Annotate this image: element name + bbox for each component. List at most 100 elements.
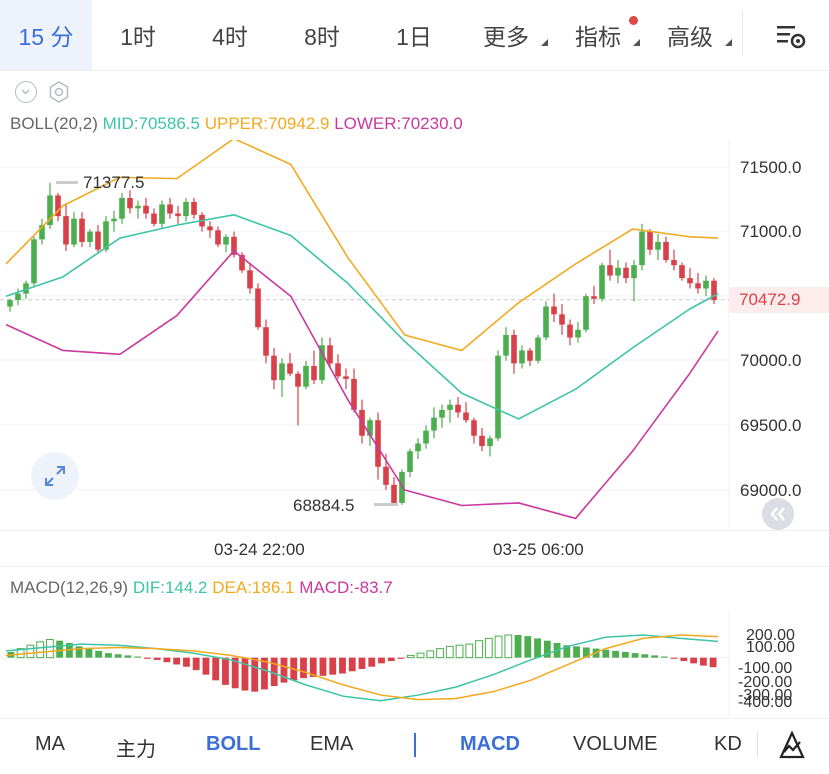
candle-body	[391, 484, 397, 503]
indicator-tab-bar	[0, 718, 829, 774]
candle-body	[207, 226, 213, 231]
tab-label: 更多	[483, 24, 529, 50]
time-axis-divider	[0, 566, 829, 567]
macd-histogram-bar	[582, 647, 590, 658]
macd-histogram-bar	[280, 657, 288, 683]
tab-4h[interactable]: 4时	[184, 0, 276, 70]
macd-histogram-bar	[231, 657, 239, 689]
indicator-tab-kd[interactable]: KD	[714, 733, 742, 755]
candle-body	[151, 213, 157, 224]
time-axis-divider	[0, 530, 829, 531]
price-axis-label: 71000.0	[740, 222, 802, 241]
candle-body	[567, 324, 573, 338]
candle-body	[87, 231, 93, 242]
tab-15m[interactable]: 15 分	[0, 0, 92, 70]
macd-histogram-bar	[222, 657, 229, 685]
macd-histogram-bar	[202, 657, 210, 675]
candle-body	[255, 288, 261, 328]
macd-histogram-bar	[387, 657, 395, 662]
indicator-tab-macd[interactable]: MACD	[460, 733, 520, 755]
macd-histogram-bar	[241, 657, 249, 691]
candle-body	[647, 231, 653, 250]
notification-dot	[629, 16, 638, 25]
indicator-tab-main-force[interactable]: 主力	[116, 739, 156, 761]
macd-histogram-bar	[36, 641, 45, 659]
macd-histogram-bar	[368, 657, 376, 667]
candle-body	[447, 404, 453, 410]
macd-histogram-bar	[212, 657, 220, 681]
tab-more[interactable]: 更多	[460, 0, 552, 70]
candlestick-chart[interactable]	[0, 140, 829, 530]
candle-body	[431, 417, 437, 431]
candle-body	[31, 239, 37, 284]
indicator-tab-volume[interactable]: VOLUME	[573, 733, 658, 755]
tab-advanced[interactable]: 高级	[644, 0, 736, 70]
collapse-icon[interactable]	[15, 81, 37, 103]
macd-histogram-bar	[641, 654, 649, 658]
macd-histogram-bar	[514, 635, 522, 658]
macd-histogram-bar	[339, 657, 346, 674]
expand-chart-button[interactable]	[31, 452, 79, 500]
candle-body	[311, 365, 317, 381]
macd-histogram-bar	[183, 657, 190, 667]
candle-body	[367, 420, 373, 436]
double-chevron-left-icon	[770, 507, 785, 521]
time-axis-label: 03-24 22:00	[214, 540, 305, 559]
macd-histogram-bar	[612, 650, 620, 658]
boll-mid-line	[5, 214, 719, 420]
macd-axis-label: -300.00	[738, 687, 793, 704]
candle-body	[383, 466, 389, 485]
candle-body	[335, 363, 341, 377]
candle-body	[271, 355, 277, 381]
candle-body	[703, 280, 709, 289]
macd-histogram-bar	[95, 650, 103, 658]
candle-body	[607, 265, 613, 276]
candle-body	[223, 236, 229, 245]
divider	[742, 12, 743, 56]
indicator-tab-boll[interactable]: BOLL	[206, 733, 261, 755]
macd-chart[interactable]	[0, 610, 829, 716]
candle-body	[711, 280, 717, 301]
candle-body	[127, 198, 133, 209]
scroll-to-latest-button[interactable]	[762, 498, 794, 530]
candle-body	[287, 363, 293, 374]
boll-mid-value: MID:70586.5	[102, 114, 200, 133]
tab-8h[interactable]: 8时	[276, 0, 368, 70]
indicator-settings-icon[interactable]	[47, 80, 71, 104]
macd-macd-value: MACD:-83.7	[299, 578, 393, 597]
macd-histogram-bar	[378, 657, 385, 664]
indicator-tab-ma[interactable]: MA	[35, 733, 65, 755]
candle-body	[303, 365, 309, 387]
candle-body	[423, 430, 429, 444]
candle-body	[583, 296, 589, 330]
tab-label: 4时	[212, 24, 248, 50]
price-axis-label: 71500.0	[740, 158, 802, 177]
macd-histogram-bar	[524, 636, 532, 658]
timeframe-tab-bar: 15 分 1时 4时 8时 1日 更多 指标 高级	[0, 0, 829, 71]
candle-body	[535, 337, 541, 361]
candle-body	[295, 373, 301, 387]
tab-indicators[interactable]: 指标	[552, 0, 644, 70]
candle-body	[503, 334, 509, 356]
candle-body	[39, 225, 45, 240]
candle-body	[47, 195, 53, 226]
candle-body	[159, 204, 165, 224]
candle-body	[175, 213, 181, 217]
macd-histogram-bar	[45, 639, 54, 659]
caret-icon	[541, 39, 548, 46]
candle-body	[63, 216, 69, 245]
price-axis-label: 69500.0	[740, 416, 802, 435]
indicator-tab-ema[interactable]: EMA	[310, 733, 354, 755]
candle-body	[495, 355, 501, 439]
macd-axis-label: 200.00	[746, 627, 795, 644]
caret-icon	[725, 39, 732, 46]
tab-1d[interactable]: 1日	[368, 0, 460, 70]
tab-1h[interactable]: 1时	[92, 0, 184, 70]
candle-body	[7, 300, 13, 307]
tab-label: 15 分	[18, 24, 74, 50]
tab-label: 指标	[575, 24, 621, 50]
macd-histogram-bar	[445, 645, 454, 659]
candle-body	[135, 205, 141, 209]
drawing-tool-icon[interactable]	[778, 731, 806, 759]
chart-settings-icon[interactable]	[775, 20, 807, 50]
